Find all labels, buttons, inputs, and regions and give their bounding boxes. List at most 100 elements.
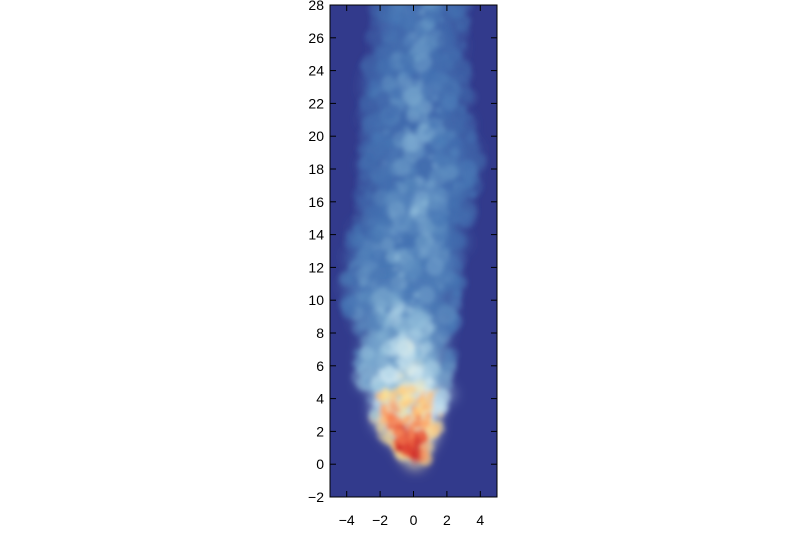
plume-hot-core xyxy=(405,422,412,430)
plume-eddy xyxy=(382,364,397,379)
plume-eddy xyxy=(390,295,403,307)
plume-eddy xyxy=(397,330,408,341)
plume-eddy xyxy=(366,397,373,404)
plume-eddy xyxy=(436,0,444,3)
y-tick-label: 16 xyxy=(308,194,324,210)
plume-eddy xyxy=(454,58,469,73)
plume-eddy xyxy=(439,25,457,43)
plume-eddy xyxy=(395,181,401,187)
plume-eddy xyxy=(449,136,462,149)
plume-eddy xyxy=(361,363,367,369)
plume-eddy xyxy=(345,230,356,241)
plume-eddy xyxy=(425,200,445,220)
plume-eddy xyxy=(450,146,461,157)
plume-hot-core xyxy=(427,394,432,399)
plume-eddy xyxy=(409,48,415,55)
plume-eddy xyxy=(423,129,430,135)
plume-eddy xyxy=(444,276,451,282)
y-tick-label: 26 xyxy=(308,30,324,46)
plume-eddy xyxy=(439,360,452,373)
y-tick-label: 22 xyxy=(308,95,324,111)
plume-eddy xyxy=(377,56,396,75)
plume-eddy xyxy=(435,144,442,151)
plume-eddy xyxy=(452,288,463,298)
plume-eddy xyxy=(471,176,480,184)
plume-eddy xyxy=(364,29,379,45)
y-tick-label: 10 xyxy=(308,292,324,308)
plume-eddy xyxy=(450,233,466,249)
plume-eddy xyxy=(454,22,465,32)
plume-hot-core xyxy=(419,387,424,392)
plume-eddy xyxy=(353,238,365,250)
plume-eddy xyxy=(417,26,427,36)
plume-eddy xyxy=(452,5,467,19)
plume-eddy xyxy=(395,11,409,25)
plume-eddy xyxy=(436,304,457,325)
plume-eddy xyxy=(401,134,420,153)
plume-eddy xyxy=(467,190,478,200)
plume-eddy xyxy=(442,53,449,61)
x-tick-label: −2 xyxy=(372,512,388,528)
plume-hot-core xyxy=(421,427,425,431)
plume-eddy xyxy=(400,85,413,97)
plume-eddy xyxy=(368,5,387,18)
plume-hot-core xyxy=(397,385,408,396)
plume-eddy xyxy=(420,67,440,86)
plume-eddy xyxy=(370,247,387,264)
plume-eddy xyxy=(418,255,426,263)
plume-hot-core xyxy=(379,403,388,412)
plume-eddy xyxy=(436,47,446,57)
plume-eddy xyxy=(457,180,463,187)
plume-eddy xyxy=(371,268,383,280)
plume-eddy xyxy=(379,133,393,148)
plume-hot-core xyxy=(424,403,433,412)
plume-eddy xyxy=(451,220,457,226)
y-tick-label: 24 xyxy=(308,63,324,79)
plume-hot-core xyxy=(396,419,402,425)
plume-eddy xyxy=(398,0,415,3)
plume-eddy xyxy=(437,342,444,349)
plume-eddy xyxy=(391,88,404,100)
plume-eddy xyxy=(461,159,473,171)
plume-eddy xyxy=(338,271,354,287)
plume-eddy xyxy=(443,116,461,133)
plume-eddy xyxy=(375,121,384,130)
plume-hot-core xyxy=(400,437,406,443)
plume-eddy xyxy=(438,336,445,343)
plume-eddy xyxy=(439,17,445,23)
plume-hot-core xyxy=(408,396,414,402)
plume-eddy xyxy=(425,257,444,276)
plume-eddy xyxy=(370,216,379,224)
plume-eddy xyxy=(427,442,432,448)
plume-hot-core xyxy=(414,450,421,457)
plume-eddy xyxy=(436,130,452,147)
plume-eddy xyxy=(456,263,464,271)
plume-eddy xyxy=(451,232,456,237)
y-tick-label: 12 xyxy=(308,259,324,275)
plume-eddy xyxy=(416,285,435,305)
y-tick-label: 2 xyxy=(316,423,324,439)
y-tick-label: 4 xyxy=(316,391,324,407)
plume-eddy xyxy=(436,108,444,116)
plume-eddy xyxy=(407,308,426,328)
plume-eddy xyxy=(357,331,365,339)
plume-hot-core xyxy=(419,399,426,406)
plume-hot-core xyxy=(409,388,414,392)
plume-eddy xyxy=(380,76,394,91)
plume-hot-core xyxy=(394,443,404,454)
plume-eddy xyxy=(368,227,385,243)
plume-eddy xyxy=(374,171,391,189)
plume-eddy xyxy=(438,426,446,433)
plume-eddy xyxy=(359,225,365,231)
plume-eddy xyxy=(425,377,434,386)
plume-eddy xyxy=(420,340,434,355)
y-tick-label: 8 xyxy=(316,325,324,341)
plume-eddy xyxy=(434,276,446,288)
plume-eddy xyxy=(375,423,385,433)
plume-eddy xyxy=(399,52,416,69)
plume-eddy xyxy=(416,353,431,368)
plume-eddy xyxy=(360,97,377,114)
plume-eddy xyxy=(391,104,401,114)
plume-eddy xyxy=(408,167,418,177)
